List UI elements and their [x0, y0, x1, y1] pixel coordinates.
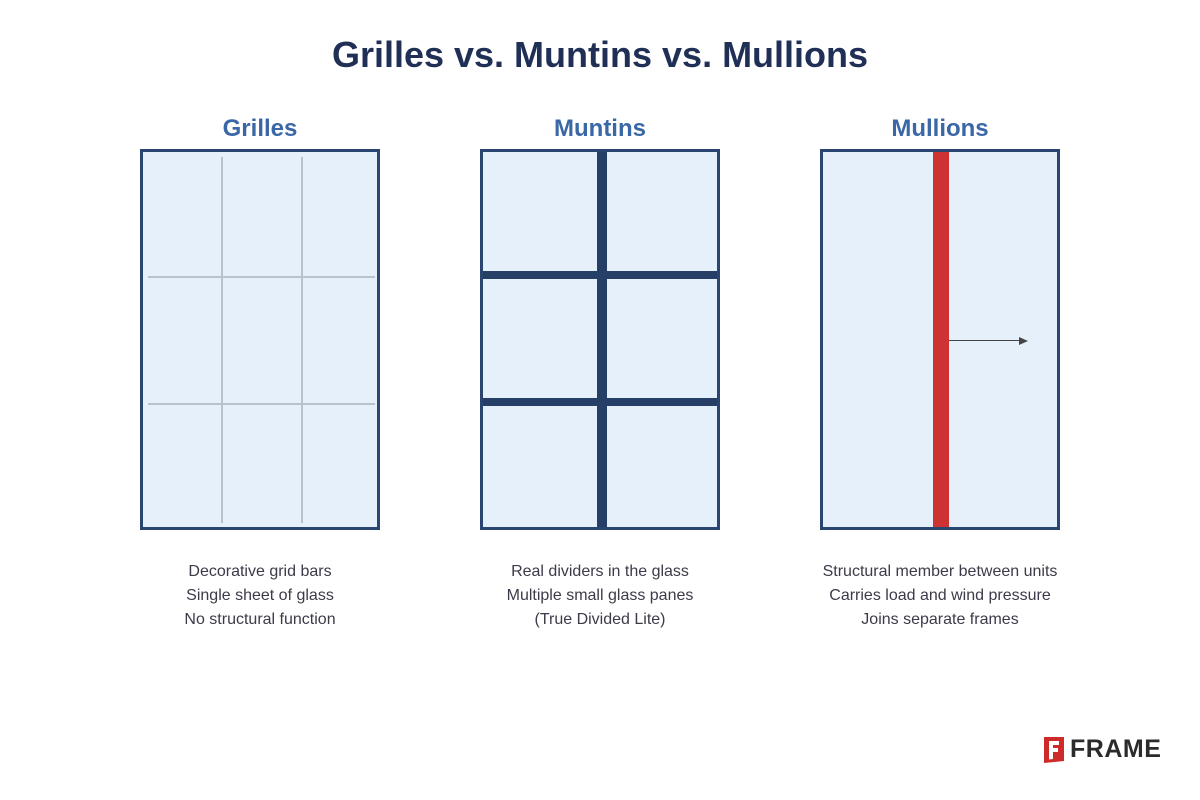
caption-line: Single sheet of glass	[186, 587, 334, 604]
mullions-window	[820, 149, 1060, 530]
mullion-bar	[933, 152, 949, 527]
grille-horizontal-bar	[148, 403, 375, 405]
caption-line: No structural function	[184, 611, 336, 628]
caption-line: Multiple small glass panes	[506, 587, 694, 604]
mullions-caption: Structural member between units Carries …	[790, 560, 1090, 632]
grilles-heading: Grilles	[222, 115, 298, 142]
grilles-caption: Decorative grid bars Single sheet of gla…	[110, 560, 410, 632]
caption-line: (True Divided Lite)	[534, 611, 666, 628]
muntin-vertical-bar	[597, 152, 607, 527]
muntins-heading: Muntins	[554, 115, 646, 142]
muntins-caption: Real dividers in the glass Multiple smal…	[450, 560, 750, 632]
muntins-window	[480, 149, 720, 530]
mullion-arrow-line	[949, 340, 1019, 341]
caption-line: Real dividers in the glass	[511, 563, 689, 580]
arrow-right-icon	[1019, 337, 1028, 345]
logo-text: FRAME	[1070, 734, 1162, 763]
frame-logo-icon	[1044, 737, 1064, 763]
grille-vertical-bar	[301, 157, 303, 523]
muntin-horizontal-bar	[483, 398, 717, 406]
caption-line: Decorative grid bars	[188, 563, 332, 580]
caption-line: Carries load and wind pressure	[829, 587, 1051, 604]
frame-logo: FRAME	[1044, 734, 1161, 764]
muntin-horizontal-bar	[483, 271, 717, 279]
grille-horizontal-bar	[148, 276, 375, 278]
grille-vertical-bar	[221, 157, 223, 523]
page-title: Grilles vs. Muntins vs. Mullions	[331, 34, 869, 75]
mullions-heading: Mullions	[891, 115, 989, 142]
caption-line: Structural member between units	[822, 563, 1058, 580]
caption-line: Joins separate frames	[861, 611, 1019, 628]
grilles-window	[140, 149, 380, 530]
